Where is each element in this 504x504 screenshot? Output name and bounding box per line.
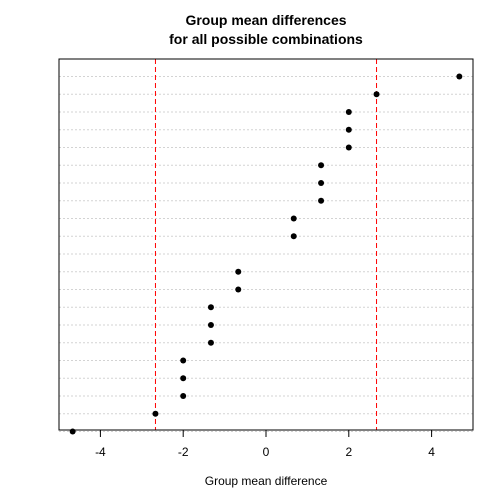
- data-point: [373, 91, 380, 98]
- data-point: [318, 180, 325, 186]
- data-point: [207, 339, 214, 346]
- data-point: [318, 162, 325, 169]
- data-point: [180, 357, 187, 364]
- data-point: [152, 410, 159, 417]
- data-point: [180, 393, 187, 399]
- x-tick-label: -4: [95, 445, 106, 459]
- data-point: [207, 322, 214, 328]
- x-tick-label: 0: [263, 445, 270, 459]
- data-point: [318, 197, 325, 204]
- x-tick-label: 2: [345, 445, 352, 459]
- data-point: [345, 109, 352, 115]
- x-tick-label: 4: [428, 445, 435, 459]
- data-point: [235, 286, 242, 293]
- chart-title-line-1: Group mean differences: [185, 12, 346, 28]
- x-tick-label: -2: [178, 445, 189, 459]
- data-point: [290, 215, 297, 222]
- grid-lines: [59, 76, 473, 432]
- x-axis-label: Group mean difference: [205, 474, 328, 488]
- data-point: [235, 268, 242, 275]
- data-point: [207, 304, 214, 311]
- data-point: [345, 144, 352, 151]
- plot-frame: [58, 58, 474, 431]
- data-point: [290, 233, 297, 240]
- chart-title-line-2: for all possible combinations: [169, 31, 363, 47]
- reference-lines: [154, 59, 378, 430]
- data-point: [345, 126, 352, 133]
- data-point: [69, 428, 76, 435]
- x-axis-ticks: -4 -2 0 2 4: [95, 430, 435, 459]
- data-point: [180, 375, 187, 382]
- data-point: [456, 73, 463, 80]
